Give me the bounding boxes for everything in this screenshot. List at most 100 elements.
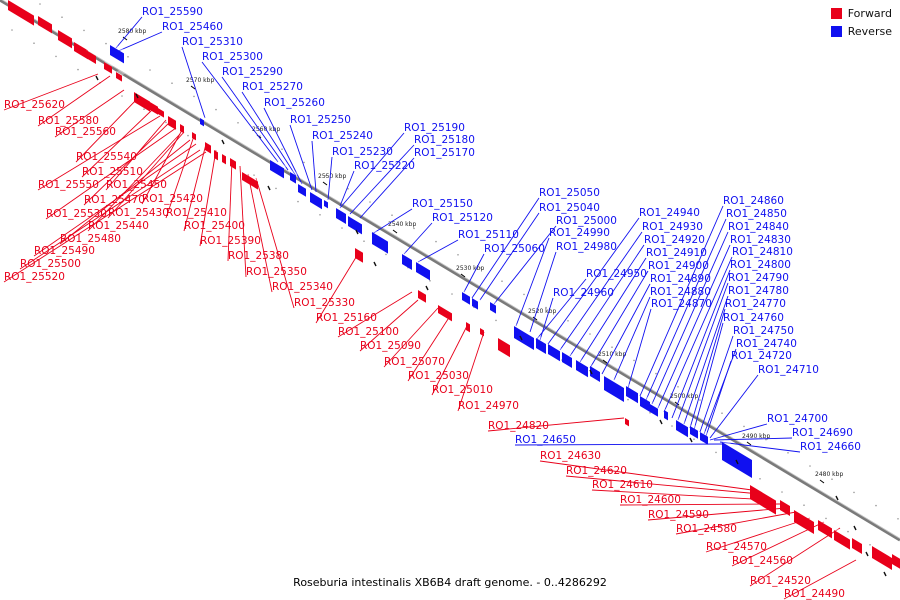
track-dot xyxy=(875,504,877,507)
track-dot xyxy=(127,56,129,58)
track-dot xyxy=(655,372,657,375)
scale-tick-mark xyxy=(674,401,680,406)
track-dot xyxy=(341,227,343,229)
gene-feature xyxy=(466,320,473,333)
track-dot xyxy=(897,518,899,520)
gene-label: RO1_25220 xyxy=(354,160,415,172)
gene-label: RO1_24620 xyxy=(566,465,627,477)
gene-label: RO1_24850 xyxy=(726,208,787,220)
forward-swatch xyxy=(830,8,842,19)
gene-label: RO1_25190 xyxy=(404,122,465,134)
scale-tick-label: 2580 kbp xyxy=(118,28,146,35)
gene-label: RO1_24820 xyxy=(488,420,549,432)
gene-label: RO1_24990 xyxy=(549,227,610,239)
leader-line xyxy=(263,107,303,185)
leader-line xyxy=(487,417,625,432)
gene-feature xyxy=(205,140,214,154)
leader-line xyxy=(619,503,781,506)
scale-tick-mark xyxy=(746,441,752,446)
scale-tick-mark xyxy=(460,273,466,278)
gene-feature xyxy=(402,252,415,270)
gene-feature xyxy=(116,70,125,82)
gene-label: RO1_24840 xyxy=(728,221,789,233)
gene-feature xyxy=(324,198,331,209)
track-dot xyxy=(523,293,525,296)
leader-line xyxy=(239,165,247,278)
scale-tick-label: 2500 kbp xyxy=(670,393,698,400)
leader-line xyxy=(383,307,439,368)
gene-label: RO1_24760 xyxy=(723,312,784,324)
gene-feature xyxy=(892,552,900,569)
gene-label: RO1_24720 xyxy=(731,350,792,362)
leader-line xyxy=(479,212,540,301)
track-dot xyxy=(77,68,79,71)
track-dot xyxy=(413,227,415,230)
leader-line xyxy=(81,109,153,178)
gene-label: RO1_25340 xyxy=(272,281,333,293)
gene-label: RO1_25110 xyxy=(458,229,519,241)
track-dot xyxy=(803,504,805,507)
gene-label: RO1_25090 xyxy=(360,340,421,352)
gene-label: RO1_24940 xyxy=(639,207,700,219)
gene-feature xyxy=(626,384,641,404)
leader-line xyxy=(613,296,651,381)
gene-label: RO1_24740 xyxy=(736,338,797,350)
gene-label: RO1_25440 xyxy=(88,220,149,232)
leader-line xyxy=(359,299,419,352)
gene-label: RO1_25250 xyxy=(290,114,351,126)
gene-label: RO1_25000 xyxy=(556,215,617,227)
leader-line xyxy=(315,253,359,324)
gene-label: RO1_25300 xyxy=(202,51,263,63)
gene-label: RO1_24710 xyxy=(758,364,819,376)
gene-label: RO1_25050 xyxy=(539,187,600,199)
leader-line xyxy=(671,269,731,419)
gene-feature xyxy=(690,424,701,439)
scale-tick-label: 2480 kbp xyxy=(815,471,843,478)
gene-label: RO1_24790 xyxy=(728,272,789,284)
marker-tick xyxy=(589,369,593,375)
gene-feature xyxy=(355,246,366,263)
track-dot xyxy=(83,29,85,32)
leader-line xyxy=(693,322,724,431)
gene-label: RO1_24870 xyxy=(651,298,712,310)
gene-label: RO1_24560 xyxy=(732,555,793,567)
marker-tick xyxy=(221,139,225,145)
gene-label: RO1_25470 xyxy=(84,194,145,206)
track-dot xyxy=(627,398,629,401)
leader-line xyxy=(471,197,540,299)
gene-label: RO1_25100 xyxy=(338,326,399,338)
track-dot xyxy=(825,517,827,520)
track-dot xyxy=(39,3,41,5)
gene-label: RO1_25450 xyxy=(106,179,167,191)
gene-label: RO1_24660 xyxy=(800,441,861,453)
track-dot xyxy=(759,478,761,480)
legend: Forward Reverse xyxy=(830,7,892,43)
leader-line xyxy=(337,291,413,338)
gene-label: RO1_24690 xyxy=(792,427,853,439)
gene-feature xyxy=(104,60,115,74)
gene-label: RO1_24930 xyxy=(642,221,703,233)
leader-line xyxy=(371,208,413,235)
track-dot xyxy=(853,491,855,494)
gene-feature xyxy=(86,48,99,64)
track-dot xyxy=(677,386,679,388)
leader-line xyxy=(675,511,797,535)
gene-label: RO1_25150 xyxy=(412,198,473,210)
scale-tick-label: 2540 kbp xyxy=(388,221,416,228)
gene-label: RO1_25490 xyxy=(34,245,95,257)
track-dot xyxy=(501,280,503,283)
leader-line xyxy=(289,124,313,191)
gene-label: RO1_25480 xyxy=(60,233,121,245)
leader-line xyxy=(37,115,161,191)
track-dot xyxy=(121,95,123,97)
track-dot xyxy=(781,491,783,493)
leader-line xyxy=(227,159,233,262)
gene-label: RO1_25510 xyxy=(82,166,143,178)
track-dot xyxy=(215,108,217,111)
leader-line xyxy=(639,205,724,397)
gene-label: RO1_24770 xyxy=(725,298,786,310)
track-dot xyxy=(721,412,723,415)
gene-feature xyxy=(180,122,187,134)
marker-tick xyxy=(355,229,359,235)
gene-label: RO1_25270 xyxy=(242,81,303,93)
